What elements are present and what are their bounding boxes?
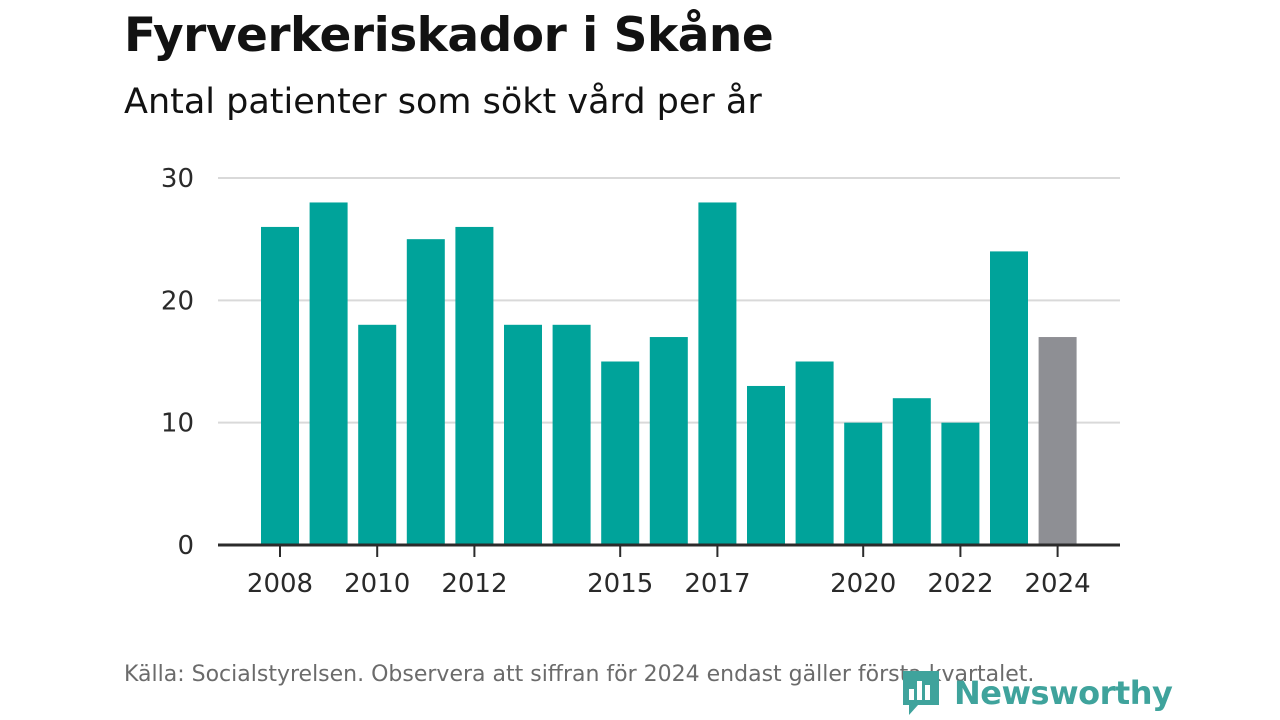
bar-2009 (309, 202, 348, 545)
x-tick-label: 2017 (684, 569, 750, 599)
chart-title: Fyrverkeriskador i Skåne (124, 8, 774, 63)
x-tick-label: 2008 (247, 569, 313, 599)
bar-2008 (261, 226, 299, 545)
bar-2010 (358, 324, 397, 545)
x-tick-label: 2015 (587, 569, 653, 599)
bar-2018 (747, 385, 785, 545)
x-tick-label: 2024 (1025, 569, 1091, 599)
chart-subtitle: Antal patienter som sökt vård per år (124, 82, 762, 122)
bar-2014 (552, 324, 591, 545)
bar-2024 (1038, 337, 1077, 545)
y-tick-label: 10 (161, 409, 194, 439)
x-tick-label: 2012 (441, 569, 507, 599)
bar-2016 (649, 337, 688, 545)
bar-2020 (844, 422, 883, 545)
y-tick-label: 20 (161, 286, 194, 316)
brand-name: Newsworthy (954, 674, 1173, 712)
x-tick-label: 2010 (344, 569, 410, 599)
bar-2011 (406, 239, 445, 545)
y-tick-label: 0 (177, 531, 194, 561)
bar-2023 (990, 251, 1028, 545)
bar-2012 (455, 226, 494, 545)
x-tick-label: 2020 (830, 569, 896, 599)
newsworthy-logo: Newsworthy (900, 668, 1173, 718)
bar-2022 (941, 422, 980, 545)
bar-chart-speech-bubble-icon (903, 671, 939, 715)
y-tick-label: 30 (161, 164, 194, 194)
bar-2015 (601, 361, 640, 545)
x-tick-label: 2022 (927, 569, 993, 599)
bar-2017 (698, 202, 737, 545)
bar-chart: 0 10 20 30 2008 2010 2012 2015 2017 2020 2022 2024 (161, 164, 1120, 599)
bar-2013 (504, 324, 542, 545)
bar-2019 (795, 361, 834, 545)
bar-2021 (892, 398, 931, 545)
source-note: Källa: Socialstyrelsen. Observera att si… (124, 662, 1035, 687)
